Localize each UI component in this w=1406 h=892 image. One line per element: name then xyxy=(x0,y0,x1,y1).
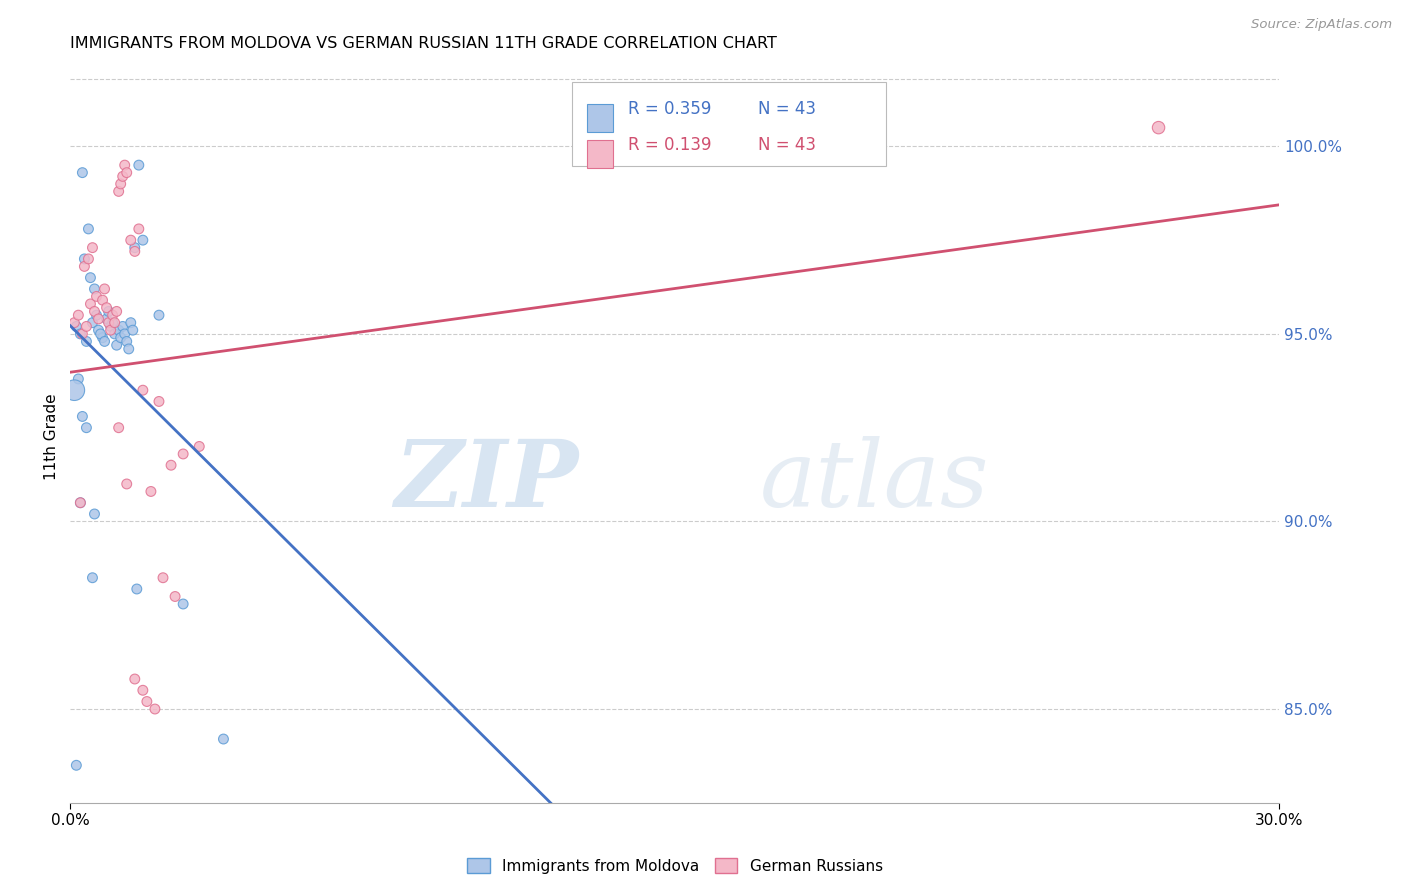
Point xyxy=(1147,120,1170,135)
Text: Source: ZipAtlas.com: Source: ZipAtlas.com xyxy=(1251,18,1392,31)
Text: ZIP: ZIP xyxy=(394,436,578,526)
Point xyxy=(87,323,110,337)
Point xyxy=(79,297,101,311)
Point xyxy=(160,458,183,473)
Text: N = 43: N = 43 xyxy=(758,136,817,154)
Point xyxy=(67,308,90,322)
Point xyxy=(115,166,138,180)
Point xyxy=(93,282,115,296)
Point xyxy=(139,484,162,499)
Point xyxy=(83,282,105,296)
Text: R = 0.139: R = 0.139 xyxy=(627,136,711,154)
Y-axis label: 11th Grade: 11th Grade xyxy=(44,393,59,481)
Point xyxy=(83,507,105,521)
Point xyxy=(128,222,150,236)
Point xyxy=(107,323,129,337)
Point xyxy=(188,440,211,454)
Point xyxy=(72,326,94,341)
Point xyxy=(75,420,97,434)
Point xyxy=(65,319,87,334)
FancyBboxPatch shape xyxy=(572,82,887,167)
Text: N = 43: N = 43 xyxy=(758,100,817,119)
Point xyxy=(124,244,146,259)
Point xyxy=(110,331,132,345)
Point xyxy=(77,252,100,266)
Point xyxy=(165,590,187,604)
Point xyxy=(96,312,118,326)
Point xyxy=(132,233,155,247)
Point xyxy=(172,447,194,461)
Point xyxy=(110,177,132,191)
Point xyxy=(77,222,100,236)
Point xyxy=(111,169,134,184)
Point xyxy=(75,319,97,334)
Point xyxy=(111,319,134,334)
Point xyxy=(86,289,108,303)
Point xyxy=(120,233,142,247)
FancyBboxPatch shape xyxy=(586,140,613,168)
Point xyxy=(101,308,124,322)
Point xyxy=(172,597,194,611)
Point xyxy=(79,270,101,285)
Point xyxy=(90,326,111,341)
Point xyxy=(82,241,104,255)
Point xyxy=(87,312,110,326)
Point xyxy=(86,308,108,322)
Point xyxy=(115,334,138,349)
Point xyxy=(124,672,146,686)
Point xyxy=(63,383,86,397)
Point xyxy=(100,319,122,334)
Point xyxy=(93,334,115,349)
Point xyxy=(212,732,235,747)
Point xyxy=(128,158,150,172)
Point xyxy=(152,571,174,585)
Point xyxy=(83,304,105,318)
Text: R = 0.359: R = 0.359 xyxy=(627,100,711,119)
Point xyxy=(65,758,87,772)
Point xyxy=(63,316,86,330)
Point xyxy=(135,694,157,708)
Point xyxy=(75,334,97,349)
Point xyxy=(105,304,128,318)
Point xyxy=(72,409,94,424)
Point xyxy=(115,477,138,491)
Point xyxy=(73,252,96,266)
Legend: Immigrants from Moldova, German Russians: Immigrants from Moldova, German Russians xyxy=(461,852,889,880)
Point xyxy=(114,326,136,341)
Point xyxy=(67,372,90,386)
Point xyxy=(104,326,127,341)
Point xyxy=(132,383,155,397)
Point xyxy=(69,326,91,341)
Point xyxy=(148,308,170,322)
Point xyxy=(97,304,120,318)
Point xyxy=(132,683,155,698)
Point xyxy=(69,496,91,510)
Point xyxy=(121,323,143,337)
Text: IMMIGRANTS FROM MOLDOVA VS GERMAN RUSSIAN 11TH GRADE CORRELATION CHART: IMMIGRANTS FROM MOLDOVA VS GERMAN RUSSIA… xyxy=(70,36,778,51)
Point xyxy=(143,702,166,716)
Text: atlas: atlas xyxy=(759,436,988,526)
Point xyxy=(100,323,122,337)
Point xyxy=(91,331,114,345)
Point xyxy=(91,293,114,308)
Point xyxy=(82,571,104,585)
Point xyxy=(69,496,91,510)
Point xyxy=(107,420,129,434)
Point xyxy=(82,316,104,330)
Point xyxy=(114,158,136,172)
Point xyxy=(96,301,118,315)
Point xyxy=(105,338,128,352)
FancyBboxPatch shape xyxy=(586,103,613,131)
Point xyxy=(120,316,142,330)
Point xyxy=(104,316,127,330)
Point xyxy=(125,582,148,596)
Point xyxy=(118,342,141,356)
Point xyxy=(124,241,146,255)
Point xyxy=(148,394,170,409)
Point xyxy=(73,260,96,274)
Point xyxy=(101,316,124,330)
Point xyxy=(72,166,94,180)
Point xyxy=(107,185,129,199)
Point xyxy=(97,316,120,330)
